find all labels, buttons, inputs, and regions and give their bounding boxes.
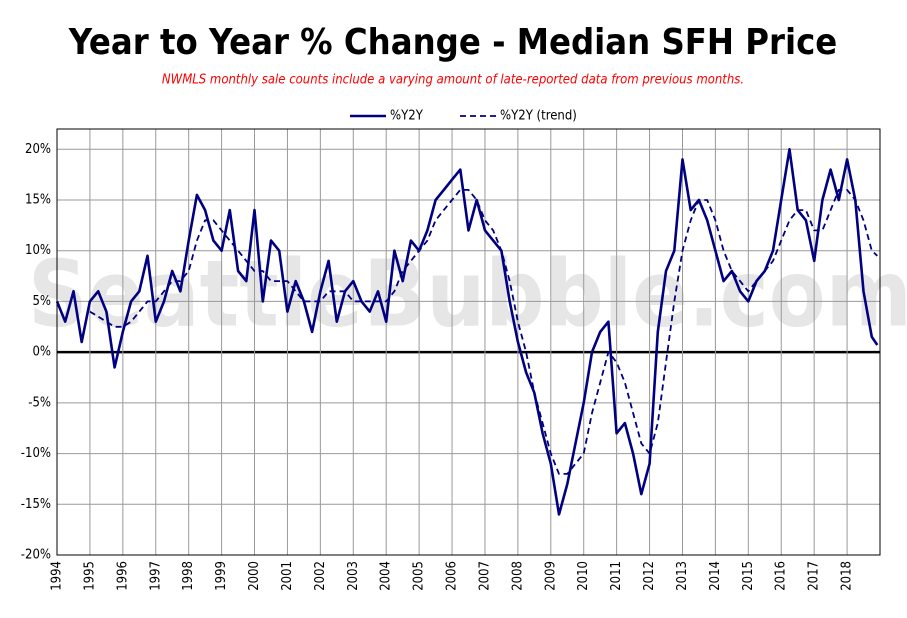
chart-subtitle: NWMLS monthly sale counts include a vary… bbox=[162, 73, 744, 88]
x-tick-label: 1995 bbox=[82, 561, 97, 591]
x-tick-label: 2002 bbox=[313, 561, 328, 591]
y-tick-label: -15% bbox=[21, 497, 51, 512]
x-tick-label: 2009 bbox=[543, 561, 558, 591]
x-tick-label: 2006 bbox=[445, 561, 460, 591]
x-tick-label: 2018 bbox=[840, 561, 855, 591]
y-tick-label: 5% bbox=[32, 294, 51, 309]
y-tick-label: 20% bbox=[25, 142, 51, 157]
x-tick-label: 2005 bbox=[412, 561, 427, 591]
x-tick-label: 2010 bbox=[576, 561, 591, 591]
x-tick-label: 1996 bbox=[115, 561, 130, 591]
y-tick-label: 15% bbox=[25, 193, 51, 208]
series-line bbox=[89, 189, 878, 475]
x-tick-label: 2007 bbox=[477, 561, 492, 591]
y-tick-label: -10% bbox=[21, 446, 51, 461]
legend-label: %Y2Y bbox=[390, 109, 424, 124]
plot-frame bbox=[56, 128, 881, 556]
x-tick-label: 2014 bbox=[708, 561, 723, 591]
x-tick-label: 2004 bbox=[379, 561, 394, 591]
x-tick-label: 2000 bbox=[247, 561, 262, 591]
x-tick-label: 1998 bbox=[181, 561, 196, 591]
x-tick-label: 1997 bbox=[148, 561, 163, 591]
series-line bbox=[55, 148, 879, 516]
y-tick-label: -5% bbox=[28, 395, 51, 410]
x-tick-label: 2013 bbox=[675, 561, 690, 591]
y-tick-label: -20% bbox=[21, 548, 51, 563]
x-tick-label: 2011 bbox=[609, 561, 624, 591]
chart-title: Year to Year % Change - Median SFH Price bbox=[68, 22, 838, 63]
x-tick-label: 2015 bbox=[741, 561, 756, 591]
watermark: SeattleBubble.com bbox=[28, 240, 907, 347]
x-tick-label: 2017 bbox=[807, 561, 822, 591]
x-tick-label: 2016 bbox=[774, 561, 789, 591]
x-tick-label: 2012 bbox=[642, 561, 657, 591]
y-tick-label: 10% bbox=[25, 243, 51, 258]
x-tick-label: 2008 bbox=[510, 561, 525, 591]
legend-label: %Y2Y (trend) bbox=[500, 109, 577, 124]
x-tick-label: 1994 bbox=[50, 561, 65, 591]
x-tick-label: 2003 bbox=[346, 561, 361, 591]
x-tick-label: 2001 bbox=[280, 561, 295, 591]
x-tick-label: 1999 bbox=[214, 561, 229, 591]
y-tick-label: 0% bbox=[32, 345, 51, 360]
